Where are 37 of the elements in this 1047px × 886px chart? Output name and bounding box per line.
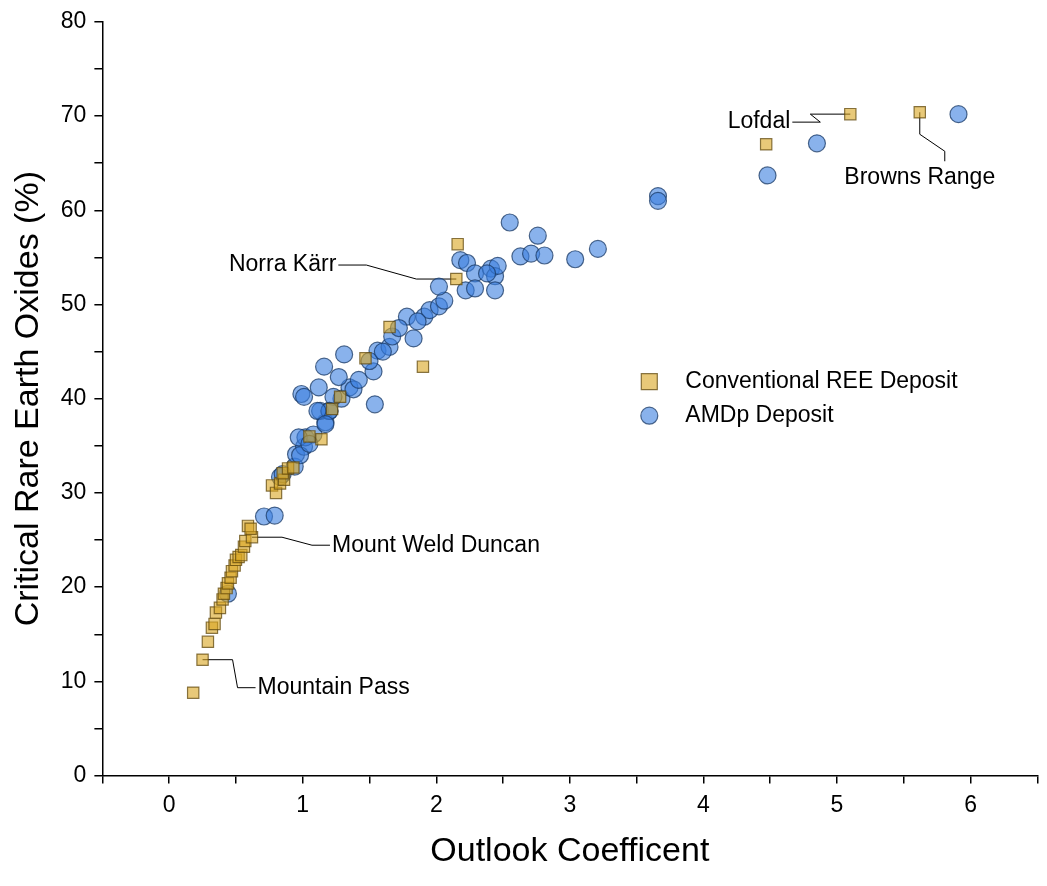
- y-tick-label: 0: [73, 760, 87, 787]
- x-tick-label: 6: [964, 790, 977, 817]
- annotation: Mount Weld Duncan: [331, 530, 540, 557]
- annotation: Lofdal: [727, 107, 791, 134]
- point: [913, 106, 927, 119]
- point: [450, 272, 463, 286]
- annotation: Browns Range: [844, 162, 996, 189]
- x-tick-label: 3: [563, 790, 577, 817]
- point: [196, 653, 209, 666]
- x-axis-title: Outlook Coefficent: [430, 829, 710, 868]
- x-tick-label: 1: [296, 790, 310, 817]
- annotation: Mountain Pass: [257, 673, 410, 700]
- y-tick-label: 30: [60, 478, 87, 505]
- point: [844, 107, 857, 121]
- point: [201, 635, 215, 649]
- y-tick-label: 60: [60, 195, 87, 222]
- point: [186, 686, 200, 699]
- legend-label: AMDp Deposit: [685, 401, 835, 428]
- x-tick-label: 2: [429, 790, 443, 817]
- point: [416, 360, 430, 373]
- annotation: Norra Kärr: [228, 250, 337, 277]
- point: [451, 237, 464, 251]
- point: [383, 320, 396, 334]
- y-tick-label: 50: [60, 289, 87, 316]
- y-axis-title: Critical Rare Earth Oxides (%): [6, 171, 45, 627]
- y-tick-label: 20: [60, 572, 87, 599]
- point: [208, 617, 221, 631]
- y-tick-label: 10: [60, 666, 87, 693]
- legend-label: Conventional REE Deposit: [685, 367, 959, 394]
- y-tick-label: 40: [60, 384, 87, 411]
- x-tick-label: 4: [697, 790, 710, 817]
- y-tick-label: 70: [60, 101, 87, 128]
- y-tick-label: 80: [60, 7, 87, 34]
- x-tick-label: 5: [830, 790, 844, 817]
- point: [315, 432, 328, 446]
- point: [759, 138, 773, 151]
- x-tick-label: 0: [162, 790, 176, 817]
